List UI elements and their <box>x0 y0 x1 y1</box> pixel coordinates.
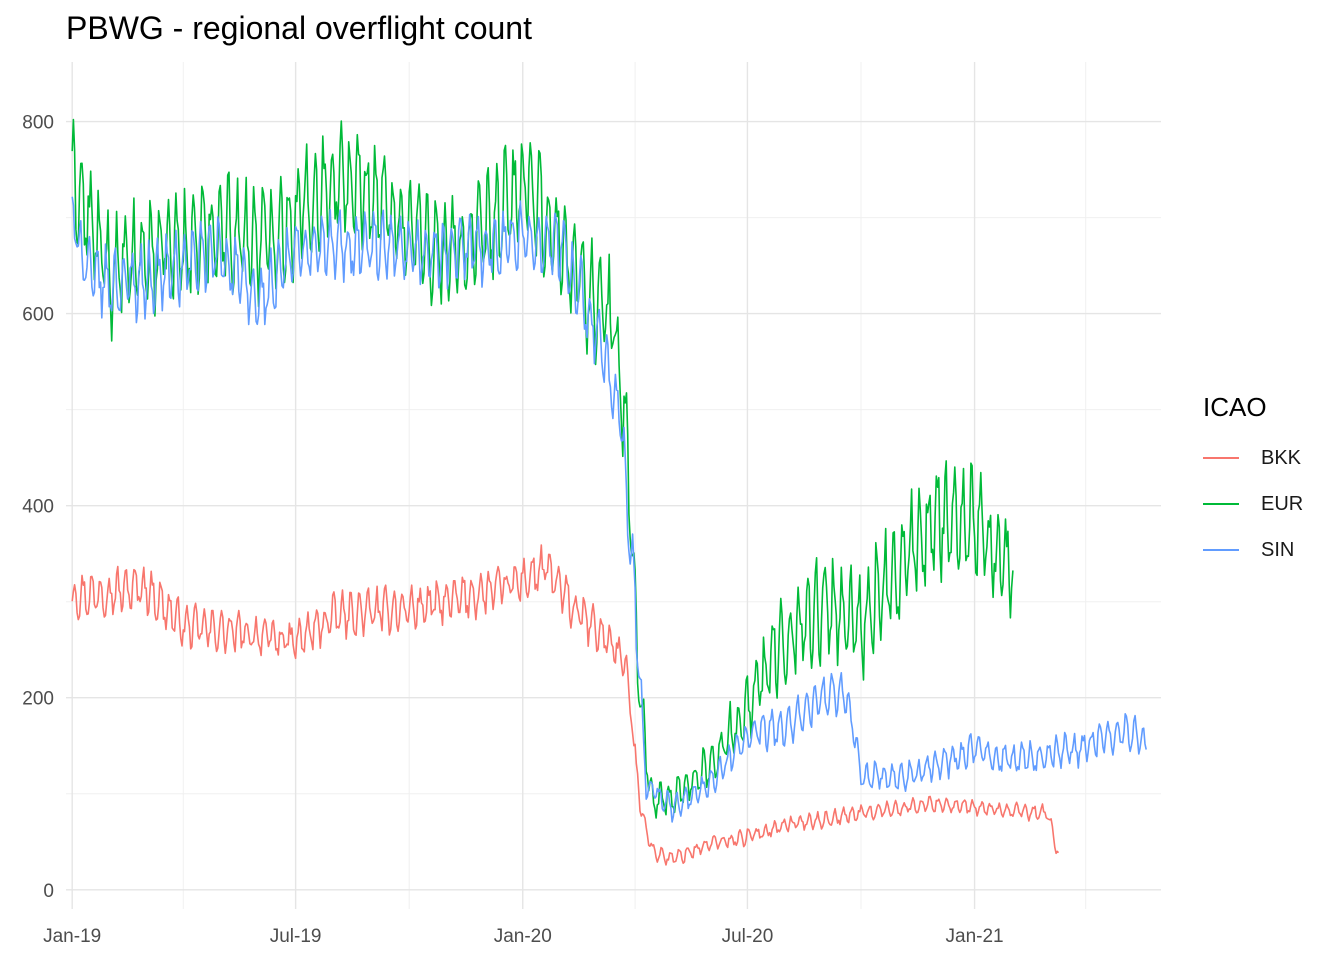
y-tick-label: 0 <box>43 881 54 902</box>
series-line-eur <box>71 118 1014 819</box>
legend-key-sin <box>1203 549 1239 551</box>
legend-key-eur <box>1203 503 1239 505</box>
y-tick-label: 400 <box>22 497 54 518</box>
legend-key-bkk <box>1203 457 1239 459</box>
chart-title: PBWG - regional overflight count <box>66 10 532 46</box>
plot-grid <box>66 62 1161 909</box>
x-tick-label: Jan-20 <box>494 926 552 947</box>
x-tick-label: Jul-20 <box>722 926 774 947</box>
legend-item-eur: EUR <box>1203 481 1303 527</box>
legend-label-sin: SIN <box>1261 538 1295 561</box>
series-line-sin <box>71 196 1147 823</box>
legend-label-eur: EUR <box>1261 492 1304 515</box>
series-line-bkk <box>71 544 1060 866</box>
legend-label-bkk: BKK <box>1261 446 1302 469</box>
plot-series <box>71 118 1147 866</box>
x-tick-label: Jul-19 <box>270 926 322 947</box>
x-tick-label: Jan-19 <box>43 926 101 947</box>
y-tick-label: 200 <box>22 689 54 710</box>
y-tick-label: 800 <box>22 113 54 134</box>
legend-item-bkk: BKK <box>1203 435 1303 481</box>
legend-title: ICAO <box>1203 392 1267 422</box>
x-tick-label: Jan-21 <box>946 926 1004 947</box>
legend: ICAO BKK EUR SIN <box>1203 392 1303 573</box>
x-axis-tick-labels: Jan-19 Jul-19 Jan-20 Jul-20 Jan-21 <box>43 926 1004 947</box>
legend-item-sin: SIN <box>1203 527 1303 573</box>
y-tick-label: 600 <box>22 305 54 326</box>
y-axis-tick-labels: 0 200 400 600 800 <box>22 113 54 902</box>
